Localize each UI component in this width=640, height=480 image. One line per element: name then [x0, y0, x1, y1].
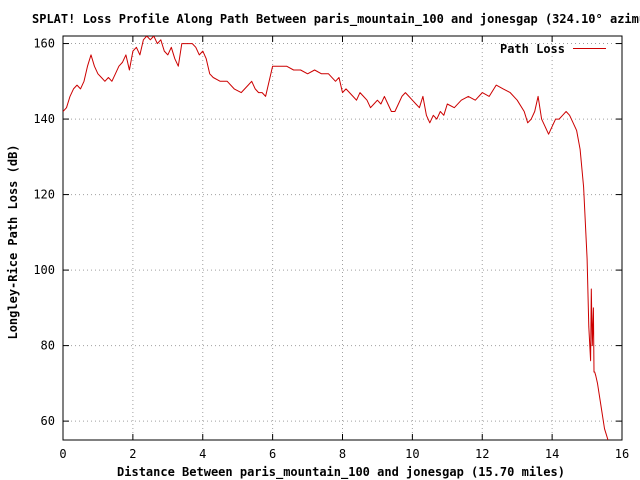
x-tick-label: 0: [59, 447, 66, 461]
y-tick-label: 140: [33, 112, 55, 126]
x-tick-label: 10: [405, 447, 419, 461]
chart-grid: [63, 36, 622, 440]
y-tick-label: 160: [33, 37, 55, 51]
y-axis-label: Longley-Rice Path Loss (dB): [6, 144, 20, 339]
y-tick-label: 60: [41, 414, 55, 428]
y-tick-label: 120: [33, 188, 55, 202]
x-tick-label: 4: [199, 447, 206, 461]
x-tick-label: 16: [615, 447, 629, 461]
x-tick-label: 2: [129, 447, 136, 461]
chart-title: SPLAT! Loss Profile Along Path Between p…: [32, 12, 640, 27]
series-layer: [63, 36, 609, 440]
x-tick-label: 14: [545, 447, 559, 461]
x-tick-label: 8: [339, 447, 346, 461]
legend-label-path-loss: Path Loss: [500, 42, 565, 56]
y-tick-label: 80: [41, 339, 55, 353]
y-tick-label: 100: [33, 263, 55, 277]
legend: Path Loss: [500, 42, 606, 56]
x-axis-label: Distance Between paris_mountain_100 and …: [117, 465, 565, 480]
axis-ticks: 0 2 4 6 8 10 12 14 16 60 80 100 120 140 160: [33, 36, 629, 461]
x-tick-label: 6: [269, 447, 276, 461]
x-tick-label: 12: [475, 447, 489, 461]
series-line-path-loss: [63, 36, 609, 440]
